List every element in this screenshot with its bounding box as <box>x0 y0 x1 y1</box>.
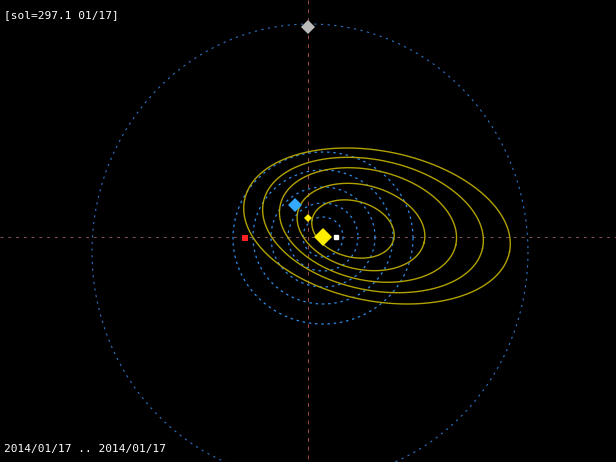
Text: [sol=297.1 01/17]: [sol=297.1 01/17] <box>4 10 119 20</box>
Text: 2014/01/17 .. 2014/01/17: 2014/01/17 .. 2014/01/17 <box>4 444 166 454</box>
